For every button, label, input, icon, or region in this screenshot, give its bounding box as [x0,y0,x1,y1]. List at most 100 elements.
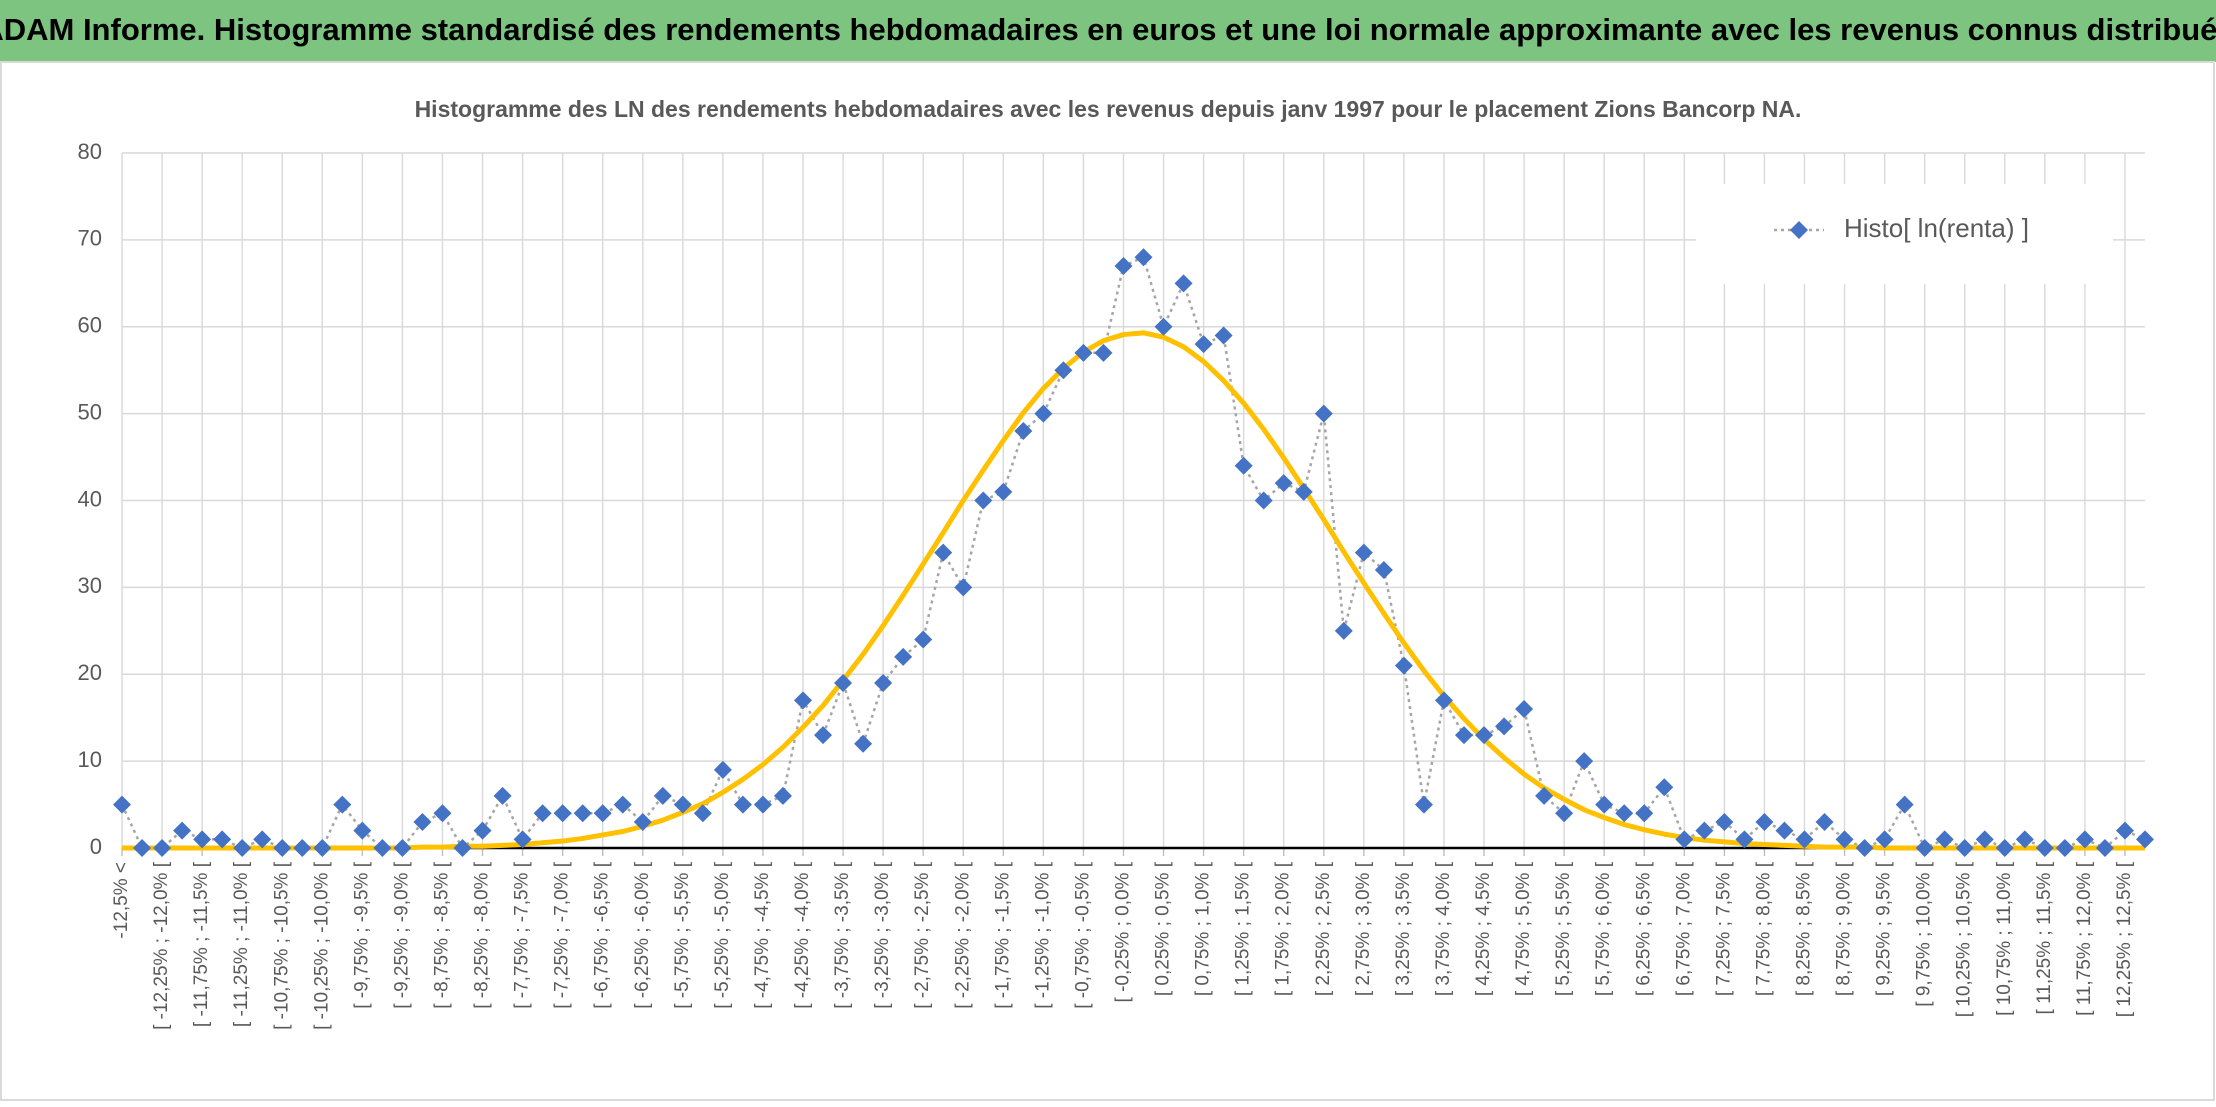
x-tick-label: [ 1,75% ; 2,0% [ [1273,861,1294,996]
x-tick-label: [ -10,25% ; -10,0% [ [311,861,332,1030]
x-tick-label: [ 7,75% ; 8,0% [ [1753,861,1774,996]
x-tick-label: [ -5,75% ; -5,5% [ [672,861,693,1009]
data-point [553,804,572,823]
x-tick-label: [ -12,25% ; -12,0% [ [151,861,172,1030]
x-tick-label: [ 6,25% ; 6,5% [ [1633,861,1654,996]
header-bar [0,0,2216,62]
x-tick-label: [ 4,75% ; 5,0% [ [1513,861,1534,996]
data-point [1014,422,1033,440]
x-tick-label: [ 12,25% ; 12,5% [ [2114,861,2135,1017]
data-point [2035,839,2054,857]
x-tick-label: [ 11,75% ; 12,0% [ [2074,861,2095,1016]
data-point [994,482,1013,501]
data-point [874,673,893,692]
data-point [1374,561,1393,579]
data-point [1935,830,1954,849]
data-point [1174,274,1193,293]
x-tick-label: [ -8,25% ; -8,0% [ [472,861,493,1009]
data-point [1635,804,1654,823]
x-tick-label: [ -4,75% ; -4,5% [ [752,861,773,1009]
data-point [373,839,392,857]
x-tick-label: [ 1,25% ; 1,5% [ [1233,861,1254,996]
data-point [1695,821,1714,840]
data-point [1775,821,1794,840]
data-point [733,795,752,814]
data-point [213,830,232,849]
data-point [1134,248,1153,267]
data-point [193,830,212,849]
data-point [473,821,492,840]
x-tick-label: [ -5,25% ; -5,0% [ [712,861,733,1009]
y-tick-label: 10 [78,747,102,772]
data-point [854,734,873,753]
data-point [573,804,592,823]
x-tick-label: [ -4,25% ; -4,0% [ [792,861,813,1009]
x-tick-label: [ -11,25% ; -11,0% [ [231,861,252,1027]
data-point [1515,700,1534,718]
data-point [313,839,332,857]
legend-label: Histo[ ln(renta) ] [1844,213,2029,243]
data-point [413,812,432,831]
data-point [1194,335,1213,354]
chart-title: Histogramme des LN des rendements hebdom… [415,96,1802,122]
data-point [433,804,452,823]
data-point [894,647,913,666]
x-tick-label: [ 3,25% ; 3,5% [ [1393,861,1414,996]
data-point [453,839,472,857]
x-tick-label: [ -2,25% ; -2,0% [ [952,861,973,1009]
data-point [1555,804,1574,823]
data-point [633,812,652,831]
y-tick-label: 80 [78,139,102,164]
data-point [1595,795,1614,814]
data-point [493,786,512,805]
data-point [934,543,953,562]
data-point [673,795,692,814]
legend-box [1696,184,2113,284]
data-point [2075,830,2094,849]
x-tick-label: [ 2,25% ; 2,5% [ [1313,861,1334,996]
x-tick-label: [ -0,25% ; 0,0% [ [1113,861,1134,1002]
data-point [1915,839,1934,857]
data-point [753,795,772,814]
data-point [533,804,552,823]
data-point [2136,830,2154,849]
data-point [153,839,172,857]
data-point [954,578,973,597]
x-tick-label: [ 6,75% ; 7,0% [ [1673,861,1694,996]
y-tick-label: 50 [78,399,102,424]
data-point [1755,812,1774,831]
y-tick-label: 30 [78,573,102,598]
data-point [273,839,292,857]
data-point [1434,691,1453,710]
data-point [1575,752,1594,771]
data-point [613,795,632,814]
data-point [1895,795,1914,814]
x-tick-label: [ 5,25% ; 5,5% [ [1553,861,1574,996]
x-tick-label: [ 2,75% ; 3,0% [ [1353,861,1374,996]
x-tick-label: [ -6,75% ; -6,5% [ [592,861,613,1009]
x-tick-label: [ -8,75% ; -8,5% [ [431,861,452,1009]
x-tick-label: [ 9,75% ; 10,0% [ [1914,861,1935,1006]
data-point [2115,821,2134,840]
data-point [1314,404,1333,423]
x-tick-label: [ -9,75% ; -9,5% [ [351,861,372,1009]
x-tick-label: [ 8,75% ; 9,0% [ [1834,861,1855,996]
data-point [1835,830,1854,849]
data-point [2095,839,2114,857]
x-tick-label: [ -3,75% ; -3,5% [ [832,861,853,1009]
data-point [1334,621,1353,640]
data-point [1254,491,1273,510]
header-title: ADAM Informe. Histogramme standardisé de… [0,12,2216,47]
x-tick-label: [ -10,75% ; -10,5% [ [271,861,292,1030]
data-point [1414,795,1433,814]
x-tick-label: [ -1,75% ; -1,5% [ [992,861,1013,1009]
data-point [2015,830,2034,849]
data-point [1615,804,1634,823]
data-point [1074,343,1093,362]
data-point [1715,812,1734,831]
data-point [1354,543,1373,562]
data-point [1274,474,1293,493]
data-point [1094,343,1113,362]
x-tick-label: [ -11,75% ; -11,5% [ [191,861,212,1027]
data-point [1815,812,1834,831]
